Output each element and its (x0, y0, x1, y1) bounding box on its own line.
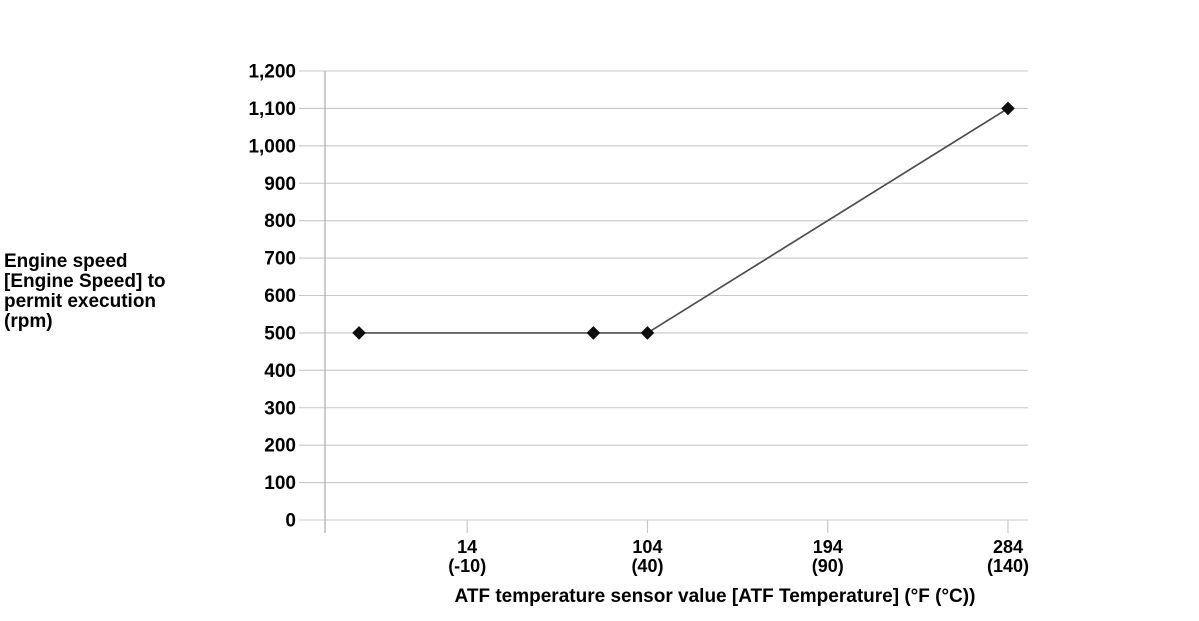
y-tick-label: 500 (264, 323, 296, 344)
y-tick-label: 400 (264, 361, 296, 382)
x-tick-label-f: 14 (457, 537, 477, 557)
x-tick-label-c: (140) (987, 556, 1029, 576)
data-point-marker (1001, 101, 1015, 116)
data-point-marker (352, 326, 366, 340)
y-tick-label: 800 (264, 211, 296, 232)
y-tick-label: 1,000 (248, 136, 296, 157)
y-tick-label: 200 (264, 436, 296, 457)
y-tick-label: 700 (264, 249, 296, 270)
y-tick-label: 0 (285, 511, 296, 532)
y-tick-label: 300 (264, 398, 296, 419)
y-tick-label: 100 (264, 473, 296, 494)
data-point-marker (586, 326, 601, 340)
y-tick-label: 900 (264, 174, 296, 195)
x-tick-label-c: (-10) (448, 556, 486, 576)
x-tick-label-c: (90) (812, 556, 844, 576)
series-line (359, 107, 1009, 334)
y-axis-title: Engine speed [Engine Speed] to permit ex… (4, 251, 166, 332)
x-tick-label-c: (40) (631, 556, 663, 576)
data-point-marker (640, 326, 655, 340)
y-tick-label: 1,100 (248, 99, 296, 120)
x-tick-label-f: 284 (993, 537, 1023, 557)
y-tick-label: 1,200 (248, 62, 296, 83)
x-axis-title: ATF temperature sensor value [ATF Temper… (454, 586, 976, 607)
x-tick-label-f: 194 (813, 537, 843, 557)
x-tick-label-f: 104 (632, 537, 662, 557)
y-tick-label: 600 (264, 286, 296, 307)
